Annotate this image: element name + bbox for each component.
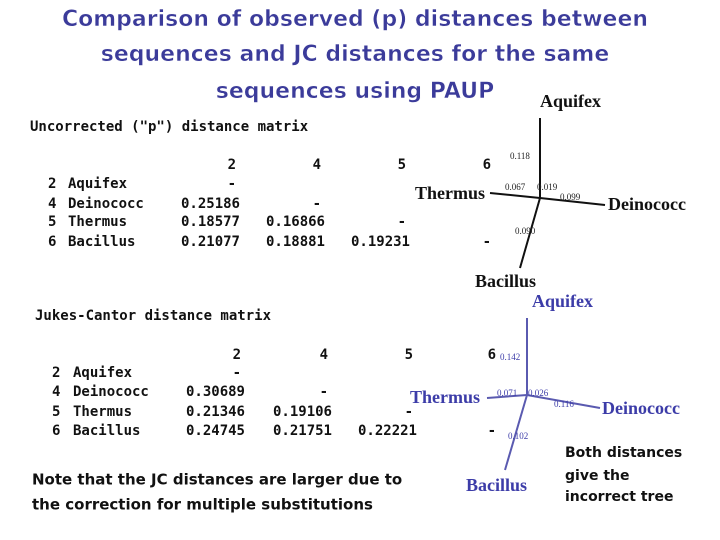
matrix-cell: 0.21346 bbox=[186, 404, 245, 420]
row-name: Thermus bbox=[68, 214, 127, 230]
column-header: 6 bbox=[483, 157, 491, 173]
column-header: 4 bbox=[313, 157, 321, 173]
side-note-line: give the bbox=[565, 468, 629, 484]
matrix-cell: 0.30689 bbox=[186, 384, 245, 400]
branch-length: 0.118 bbox=[510, 151, 530, 161]
matrix-cell: 0.16866 bbox=[266, 214, 325, 230]
taxon-label: Bacillus bbox=[466, 475, 527, 495]
matrix-cell: - bbox=[313, 196, 321, 212]
matrix-cell: 0.19231 bbox=[351, 234, 410, 250]
matrix-heading: Uncorrected ("p") distance matrix bbox=[30, 119, 309, 135]
matrix-cell: - bbox=[488, 423, 496, 439]
row-id: 2 bbox=[52, 365, 60, 381]
branch-length: 0.067 bbox=[505, 182, 526, 192]
tree-branch bbox=[539, 197, 606, 206]
matrix-cell: - bbox=[320, 384, 328, 400]
row-id: 2 bbox=[48, 176, 56, 192]
row-id: 4 bbox=[48, 196, 56, 212]
matrix-cell: 0.24745 bbox=[186, 423, 245, 439]
tree-branch bbox=[519, 197, 541, 269]
title-line: sequences using PAUP bbox=[216, 79, 495, 104]
matrix-cell: 0.19106 bbox=[273, 404, 332, 420]
column-header: 4 bbox=[320, 347, 328, 363]
row-name: Deinococc bbox=[68, 196, 144, 212]
branch-length: 0.116 bbox=[554, 399, 574, 409]
column-header: 5 bbox=[398, 157, 406, 173]
column-header: 5 bbox=[405, 347, 413, 363]
taxon-label: Aquifex bbox=[540, 91, 601, 111]
row-id: 5 bbox=[48, 214, 56, 230]
matrix-cell: 0.25186 bbox=[181, 196, 240, 212]
tree-branch bbox=[504, 394, 528, 471]
row-name: Bacillus bbox=[73, 423, 140, 439]
row-name: Aquifex bbox=[73, 365, 133, 381]
taxon-label: Aquifex bbox=[532, 291, 593, 311]
matrix-cell: - bbox=[228, 176, 236, 192]
tree-branch bbox=[486, 394, 528, 399]
row-id: 4 bbox=[52, 384, 60, 400]
taxon-label: Bacillus bbox=[475, 271, 536, 291]
row-name: Bacillus bbox=[68, 234, 135, 250]
taxon-label: Thermus bbox=[410, 387, 480, 407]
tree-branch bbox=[489, 192, 541, 199]
taxon-label: Thermus bbox=[415, 183, 485, 203]
matrix-cell: - bbox=[483, 234, 491, 250]
branch-length: 0.102 bbox=[508, 431, 528, 441]
branch-length: 0.026 bbox=[528, 388, 549, 398]
column-header: 2 bbox=[233, 347, 241, 363]
column-header: 2 bbox=[228, 157, 236, 173]
matrix-cell: 0.21751 bbox=[273, 423, 332, 439]
side-note-line: incorrect tree bbox=[565, 489, 673, 505]
side-note-line: Both distances bbox=[565, 445, 682, 461]
matrix-cell: - bbox=[405, 404, 413, 420]
row-name: Aquifex bbox=[68, 176, 128, 192]
title-line: sequences and JC distances for the same bbox=[101, 42, 610, 67]
row-id: 6 bbox=[52, 423, 60, 439]
row-name: Thermus bbox=[73, 404, 132, 420]
row-id: 6 bbox=[48, 234, 56, 250]
tree-branch bbox=[526, 394, 601, 409]
matrix-cell: 0.18881 bbox=[266, 234, 325, 250]
note-line: the correction for multiple substitution… bbox=[32, 496, 373, 514]
matrix-heading: Jukes-Cantor distance matrix bbox=[35, 308, 272, 324]
matrix-cell: 0.18577 bbox=[181, 214, 240, 230]
column-header: 6 bbox=[488, 347, 496, 363]
row-name: Deinococc bbox=[73, 384, 149, 400]
branch-length: 0.019 bbox=[537, 182, 558, 192]
taxon-label: Deinococc bbox=[602, 398, 680, 418]
matrix-cell: 0.21077 bbox=[181, 234, 240, 250]
branch-length: 0.142 bbox=[500, 352, 520, 362]
taxon-label: Deinococc bbox=[608, 194, 686, 214]
matrix-cell: 0.22221 bbox=[358, 423, 417, 439]
branch-length: 0.071 bbox=[497, 388, 517, 398]
branch-length: 0.099 bbox=[560, 192, 581, 202]
matrix-cell: - bbox=[398, 214, 406, 230]
matrix-cell: - bbox=[233, 365, 241, 381]
branch-length: 0.090 bbox=[515, 226, 536, 236]
row-id: 5 bbox=[52, 404, 60, 420]
title-line: Comparison of observed (p) distances bet… bbox=[62, 7, 648, 32]
note-line: Note that the JC distances are larger du… bbox=[32, 471, 402, 489]
